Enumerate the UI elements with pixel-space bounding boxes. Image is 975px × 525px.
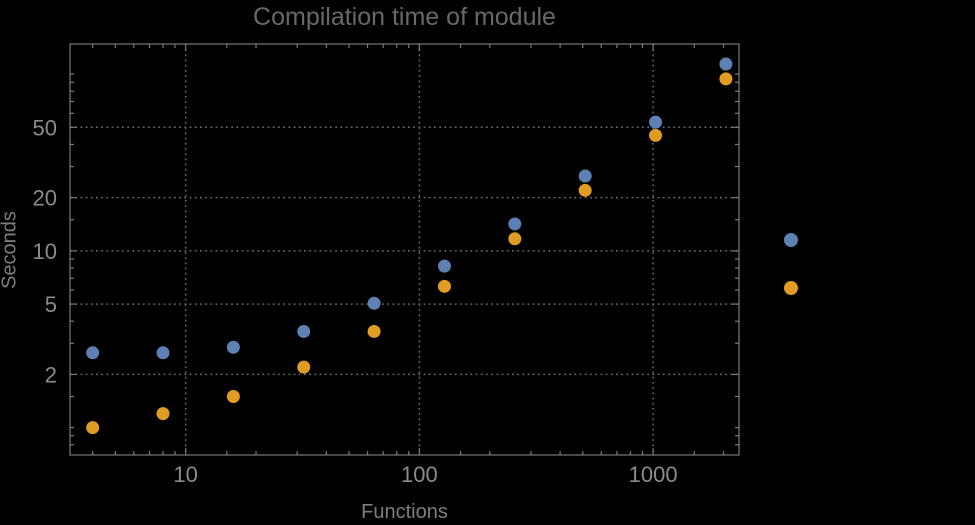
x-axis-label: Functions (361, 501, 448, 523)
data-point-blue (297, 324, 311, 338)
data-point-orange (578, 183, 592, 197)
data-point-blue (578, 169, 592, 183)
y-tick-label: 10 (33, 239, 57, 264)
data-point-blue (437, 259, 451, 273)
data-point-orange (226, 389, 240, 403)
data-point-orange (367, 324, 381, 338)
data-point-orange (649, 128, 663, 142)
y-tick-label: 5 (45, 292, 57, 317)
data-point-blue (719, 57, 733, 71)
x-tick-label: 10 (173, 462, 197, 487)
data-point-orange (508, 232, 522, 246)
data-point-orange (719, 72, 733, 86)
x-tick-label: 100 (401, 462, 438, 487)
y-tick-label: 2 (45, 362, 57, 387)
data-point-blue (156, 346, 170, 360)
data-point-orange (86, 421, 100, 435)
chart-title: Compilation time of module (253, 3, 556, 31)
data-point-blue (649, 115, 663, 129)
data-point-blue (508, 217, 522, 231)
x-tick-label: 1000 (629, 462, 678, 487)
data-point-blue (367, 296, 381, 310)
y-tick-label: 20 (33, 186, 57, 211)
data-point-orange (156, 407, 170, 421)
data-point-blue (226, 340, 240, 354)
legend-orange-series-marker (784, 281, 798, 295)
legend-blue-series-marker (784, 233, 798, 247)
y-tick-label: 50 (33, 115, 57, 140)
plot-frame (69, 43, 740, 456)
data-point-orange (297, 360, 311, 374)
y-axis-label: Seconds (0, 211, 21, 289)
data-point-orange (437, 279, 451, 293)
data-point-blue (86, 346, 100, 360)
